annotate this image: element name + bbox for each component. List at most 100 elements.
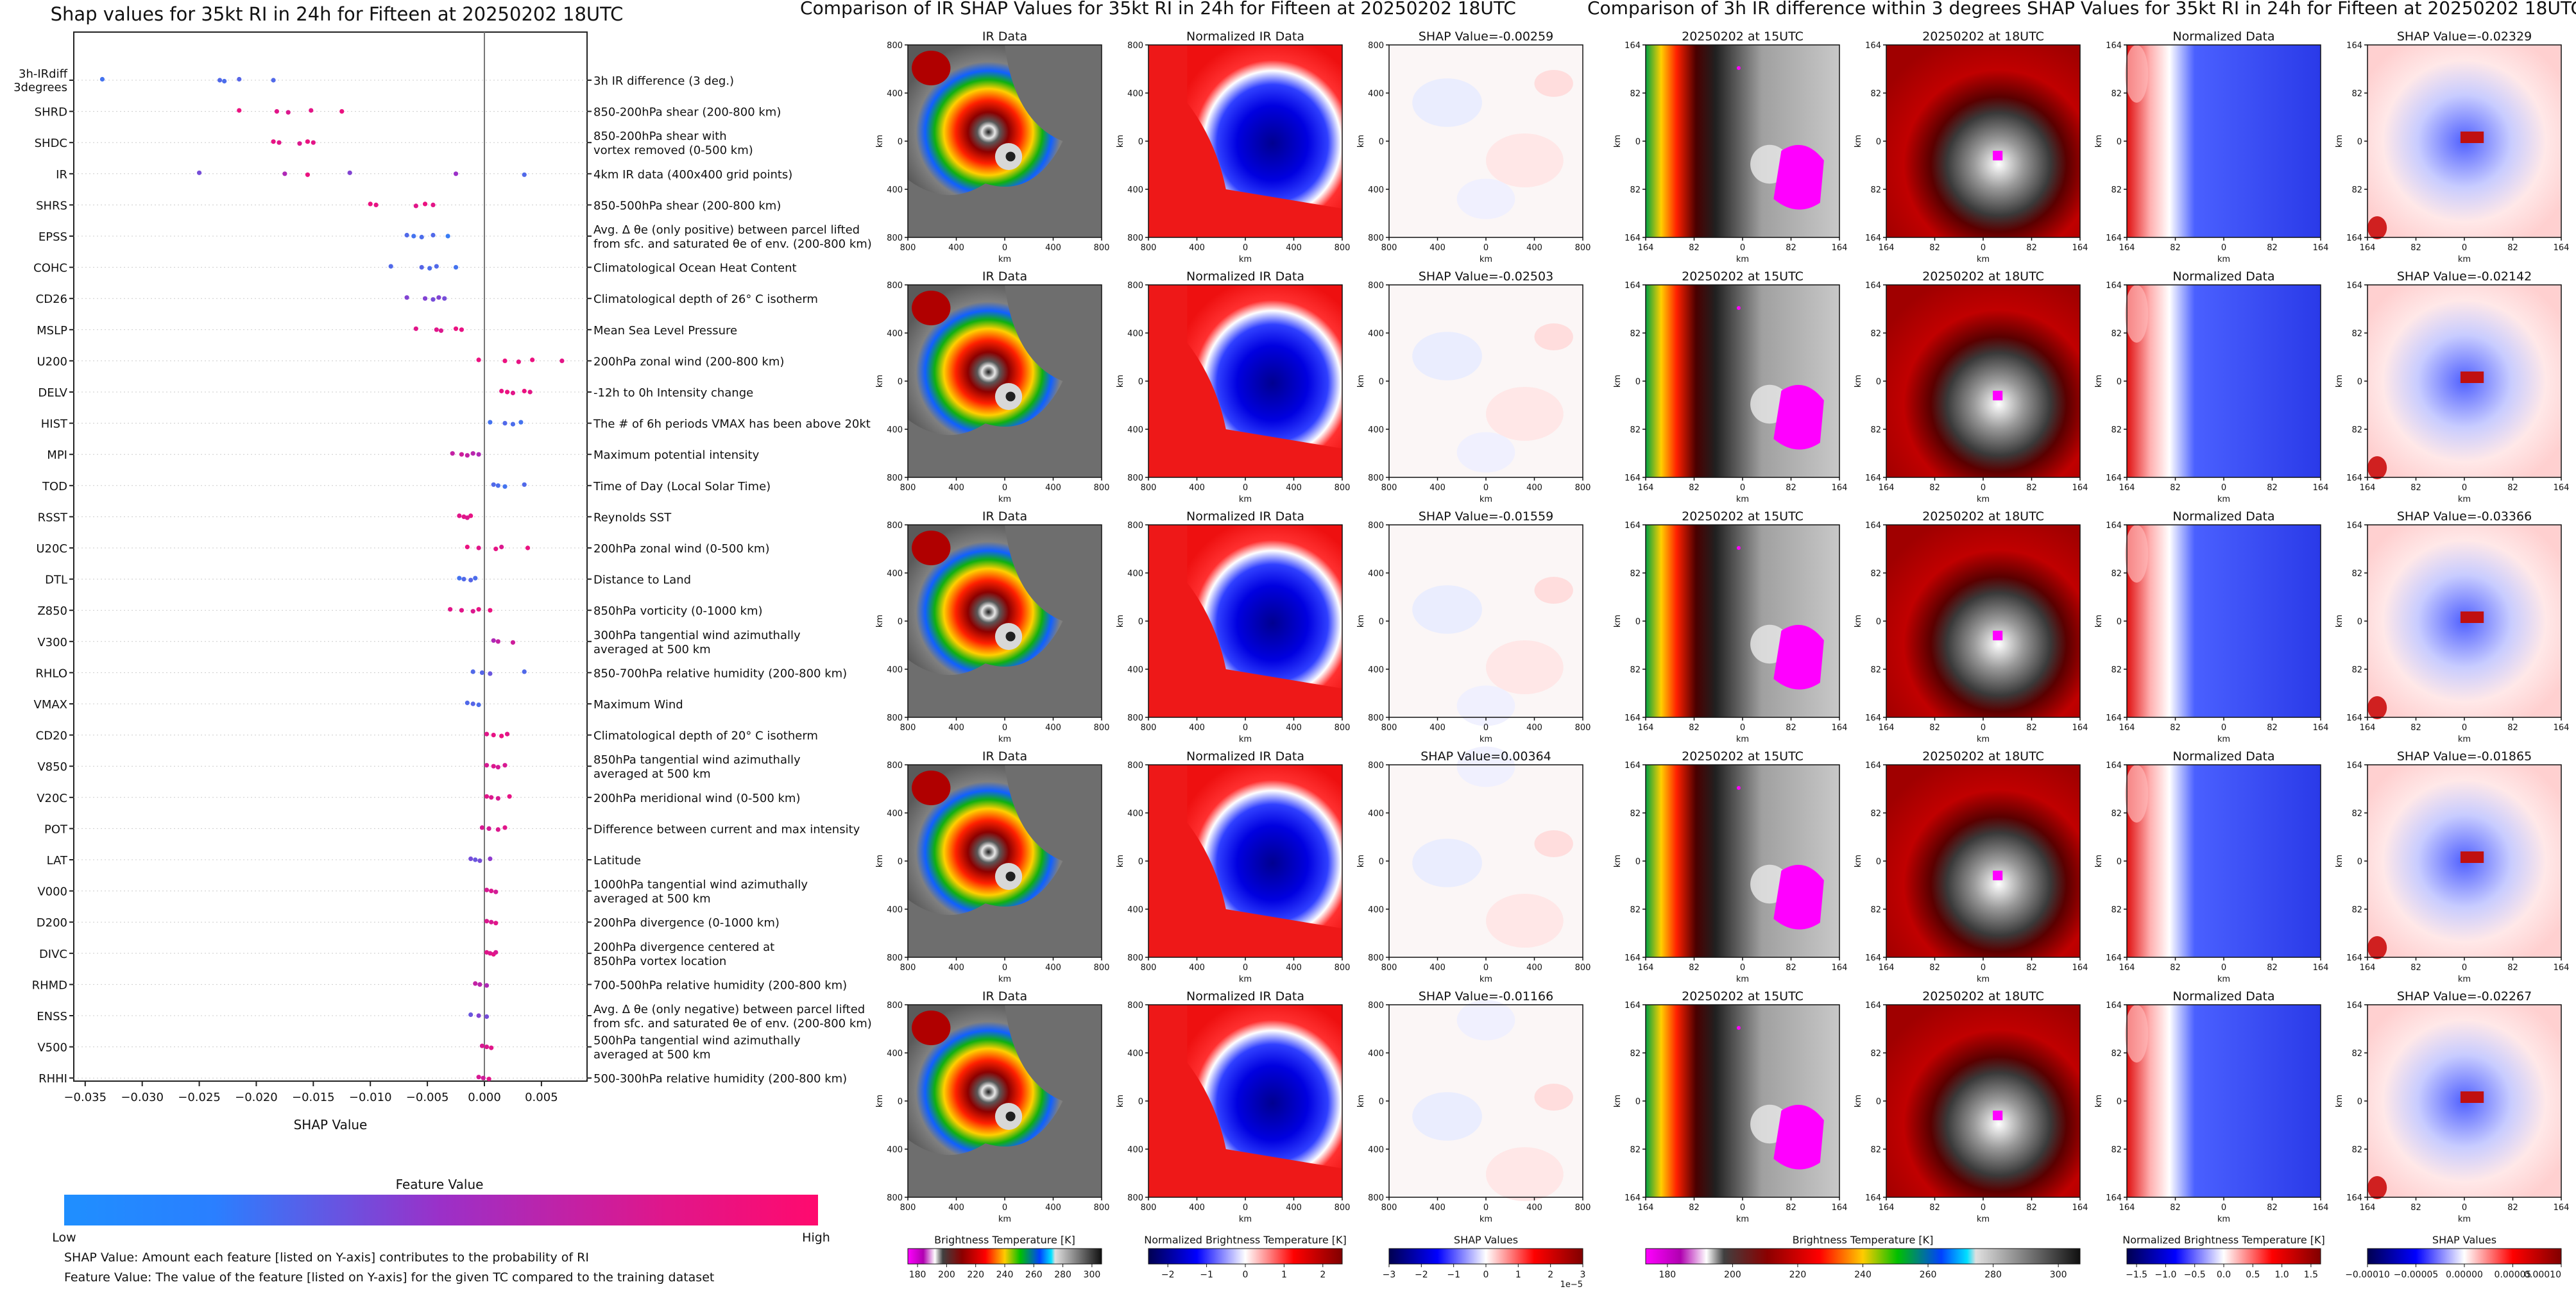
y-axis-unit: km: [1356, 375, 1366, 388]
feature-row-d200: D200 200hPa divergence (0-1000 km): [37, 916, 780, 930]
colorbar-tick-label: 2: [1320, 1270, 1326, 1280]
cold-cloud-top: [912, 291, 951, 325]
panel-title: SHAP Value=-0.01865: [2397, 749, 2532, 764]
hot-spot: [2460, 851, 2484, 863]
feature-description: 700-500hPa relative humidity (200-800 km…: [593, 978, 847, 992]
shap-point: [489, 919, 494, 925]
feature-code-label: COHC: [33, 262, 67, 275]
y-tick-label: 82: [2351, 185, 2362, 195]
x-tick-label: 82: [2410, 483, 2421, 493]
x-tick-label: 82: [2170, 723, 2181, 733]
feature-description: 1000hPa tangential wind azimuthally: [593, 878, 808, 892]
shap-point: [470, 609, 475, 614]
warm-edge: [2124, 525, 2149, 583]
feature-description: 850-200hPa shear (200-800 km): [593, 106, 781, 119]
x-tick-label: 82: [1929, 483, 1940, 493]
colorbar-title: Brightness Temperature [K]: [1793, 1234, 1934, 1246]
feature-code-label: CD26: [36, 293, 67, 306]
normalized-ir-panel: 80080040040000400400800800kmkmNormalized…: [1116, 269, 1350, 504]
shap-point: [493, 950, 499, 955]
x-axis-unit: km: [998, 1215, 1011, 1224]
feature-row-rhmd: RHMD 700-500hPa relative humidity (200-80…: [32, 978, 848, 992]
x-tick-label: 164: [2313, 483, 2329, 493]
feature-row-rsst: RSST Reynolds SST: [38, 511, 672, 524]
x-tick-label: 82: [2026, 1203, 2037, 1213]
y-tick-label: 400: [1368, 569, 1384, 579]
shap-point: [502, 825, 508, 830]
panel-title: Normalized IR Data: [1186, 749, 1304, 764]
feature-code-label: Z850: [37, 604, 67, 618]
y-tick-label: 400: [887, 89, 903, 99]
x-tick-label: 82: [1929, 963, 1940, 973]
panel-title: 20250202 at 15UTC: [1682, 30, 1804, 44]
shap-point: [502, 484, 508, 489]
shap-point: [465, 544, 470, 550]
x-axis-unit: km: [1480, 495, 1492, 504]
x-axis-unit: km: [998, 255, 1011, 264]
y-axis-unit: km: [2094, 375, 2104, 388]
x-tick-label: 0: [2221, 243, 2226, 253]
cold-pixel-cluster: [1993, 631, 2003, 640]
x-axis-unit: km: [1736, 1215, 1749, 1224]
panel-title: Normalized IR Data: [1186, 269, 1304, 284]
feature-description: Climatological depth of 26° C isotherm: [593, 293, 818, 306]
footnote-shap-definition: SHAP Value: Amount each feature [listed …: [64, 1251, 589, 1265]
shap-point: [502, 358, 508, 364]
storm-eye: [1005, 391, 1016, 402]
shap-point: [479, 1043, 485, 1048]
normalized-ir-panel: 80080040040000400400800800kmkmNormalized…: [1116, 989, 1350, 1224]
y-tick-label: 164: [1625, 521, 1641, 531]
cold-pixel: [1736, 786, 1741, 790]
feature-description: Reynolds SST: [593, 511, 672, 524]
colorbar-tick-label: −2: [1415, 1270, 1428, 1280]
x-tick-label: 400: [1189, 483, 1205, 493]
shap-blob: [1456, 432, 1515, 473]
y-axis-unit: km: [2335, 615, 2344, 627]
colorbar-strip: [2126, 1248, 2321, 1265]
feature-description: 850hPa tangential wind azimuthally: [593, 753, 801, 767]
y-tick-label: 164: [2106, 713, 2122, 723]
x-tick-label: 800: [900, 243, 916, 253]
shap-point: [495, 827, 500, 832]
x-tick-label: 800: [1381, 1203, 1397, 1213]
y-tick-label: 0: [1635, 1097, 1641, 1107]
ir18-field: [1886, 45, 2080, 237]
y-tick-label: 82: [2111, 665, 2122, 675]
y-tick-label: 400: [887, 665, 903, 675]
panel-title: SHAP Value=-0.02329: [2397, 30, 2532, 44]
x-tick-label: 800: [1335, 483, 1351, 493]
shap-point: [470, 451, 475, 456]
panel-title: 20250202 at 15UTC: [1682, 989, 1804, 1003]
y-axis-unit: km: [2335, 135, 2344, 148]
feature-description: from sfc. and saturated θe of env. (200-…: [593, 237, 872, 251]
shap-point: [468, 577, 473, 583]
feature-row-dtl: DTL Distance to Land: [45, 574, 691, 587]
y-tick-label: 164: [2106, 761, 2122, 771]
feature-description: Distance to Land: [593, 574, 691, 587]
x-axis-unit: km: [2458, 255, 2471, 264]
x-tick-label: 164: [1879, 243, 1895, 253]
storm-cloud-shield: [908, 285, 1063, 436]
x-tick-label: 400: [1045, 243, 1061, 253]
y-tick-label: 164: [1625, 953, 1641, 963]
cold-pixel-cluster: [1993, 391, 2003, 400]
x-tick-label: 164: [1832, 723, 1848, 733]
diff-normalized-colorbar: Normalized Brightness Temperature [K] −1.…: [2122, 1234, 2325, 1280]
x-tick-label: 164: [2119, 963, 2135, 973]
ir18-field: [1886, 285, 2080, 477]
feature-row-v000: V000 1000hPa tangential wind azimuthallya…: [37, 878, 808, 906]
x-axis-unit: km: [1239, 495, 1252, 504]
cold-pixel: [1736, 546, 1741, 550]
shap-point: [522, 482, 527, 487]
y-tick-label: 164: [1625, 761, 1641, 771]
y-tick-label: 400: [1368, 425, 1384, 435]
corner-spot: [2367, 1176, 2387, 1199]
x-tick-label: 82: [2267, 963, 2278, 973]
cold-cloud-top: [912, 51, 951, 85]
panel-title: SHAP Value=-0.03366: [2397, 509, 2532, 524]
x-tick-label: 164: [2072, 963, 2088, 973]
